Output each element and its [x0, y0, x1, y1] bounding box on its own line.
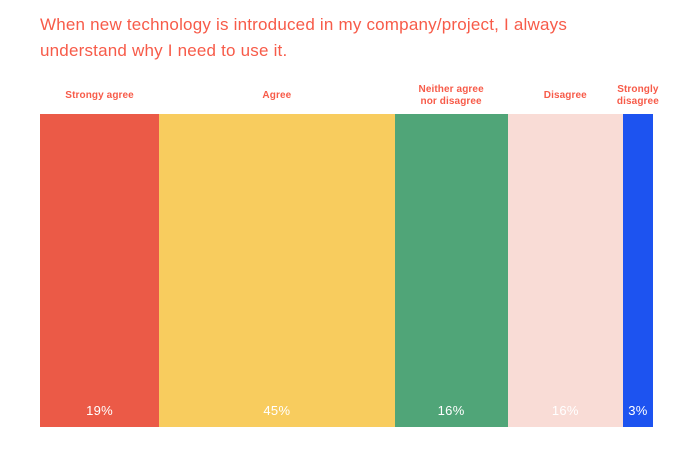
- bar-segment-column: Disagree 16%: [507, 77, 623, 427]
- chart-title: When new technology is introduced in my …: [40, 15, 568, 60]
- bar-segment: 19%: [40, 114, 160, 427]
- segment-label: Strongy agree: [65, 89, 134, 101]
- segment-value-label: 3%: [628, 403, 648, 418]
- bar-segment: 3%: [622, 114, 653, 427]
- bar-segment: 16%: [507, 114, 623, 427]
- segment-label: Neither agree nor disagree: [418, 83, 484, 107]
- segment-value-label: 16%: [437, 403, 465, 418]
- bar-segment: 16%: [394, 114, 508, 427]
- segment-value-label: 19%: [86, 403, 114, 418]
- bar-segment: 45%: [159, 114, 395, 427]
- segment-value-label: 16%: [551, 403, 579, 418]
- bar-segment-column: Neither agree nor disagree 16%: [394, 77, 508, 427]
- segment-label: Disagree: [543, 89, 587, 101]
- segment-value-label: 45%: [263, 403, 291, 418]
- segment-label: Agree: [262, 89, 292, 101]
- bar-segment-column: Strongly disagree 3%: [616, 77, 659, 427]
- bar-segments-row: Strongy agree 19% Agree 45% Neither agree no…: [40, 77, 659, 427]
- bar-segment-column: Agree 45%: [159, 77, 395, 427]
- bar-segment-column: Strongy agree 19%: [40, 77, 160, 427]
- stacked-bar-chart: Strongy agree 19% Agree 45% Neither agree no…: [40, 77, 659, 427]
- segment-label: Strongly disagree: [616, 83, 659, 107]
